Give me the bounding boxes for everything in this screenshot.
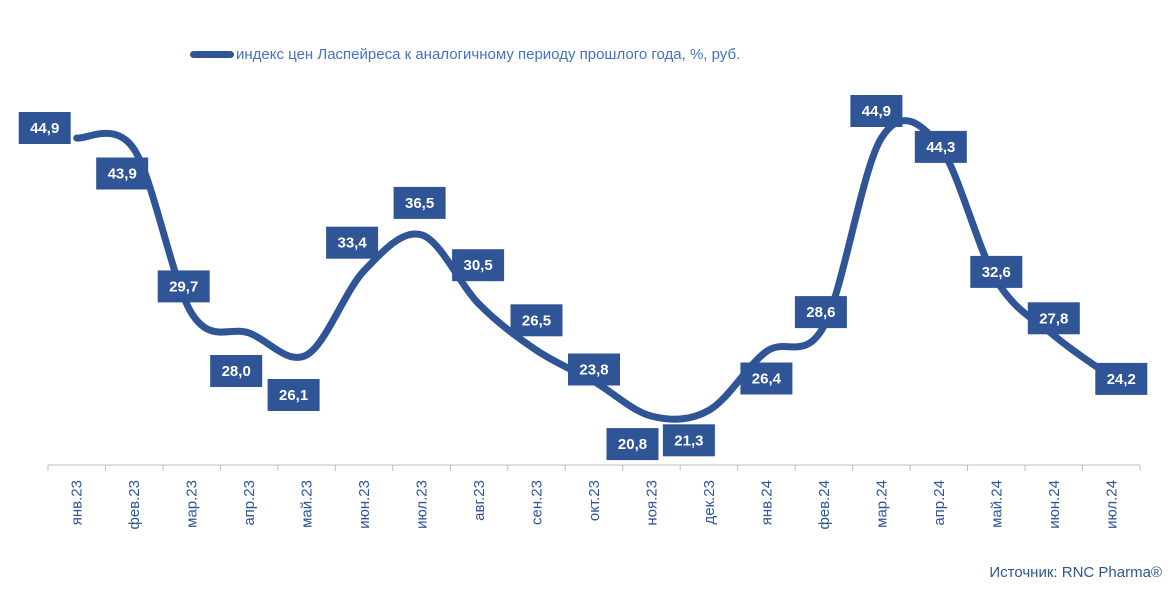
x-tick-label: апр.24 <box>931 480 948 526</box>
legend-label: индекс цен Ласпейреса к аналогичному пер… <box>236 45 741 63</box>
data-label: 33,4 <box>337 235 367 252</box>
data-label: 24,2 <box>1107 371 1136 388</box>
legend-line-swatch <box>190 50 234 58</box>
x-tick-label: май.23 <box>299 480 316 528</box>
data-label-box <box>210 355 263 387</box>
data-label: 26,1 <box>279 387 308 404</box>
data-label: 44,9 <box>862 103 891 120</box>
data-label: 26,5 <box>522 312 551 329</box>
data-label: 23,8 <box>579 362 608 379</box>
data-label-box <box>606 428 659 461</box>
data-label: 29,7 <box>169 278 198 295</box>
x-tick-label: мар.23 <box>184 480 201 528</box>
x-tick-label: окт.23 <box>586 480 603 521</box>
data-label-box <box>850 95 903 127</box>
data-label-box <box>662 424 715 457</box>
x-tick-label: авг.23 <box>471 480 488 521</box>
x-tick-label: янв.23 <box>69 480 86 525</box>
data-label: 32,6 <box>982 264 1011 281</box>
data-label: 36,5 <box>405 195 434 212</box>
data-label-box <box>1027 302 1080 335</box>
data-label-box <box>267 379 320 411</box>
data-label-box <box>452 249 505 282</box>
x-tick-label: июл.23 <box>414 480 431 529</box>
data-label: 44,3 <box>926 139 955 156</box>
data-label-box <box>740 362 793 395</box>
data-label-box <box>794 296 847 329</box>
x-tick-label: янв.24 <box>758 480 775 525</box>
data-label: 20,8 <box>618 436 647 453</box>
data-label: 27,8 <box>1039 310 1068 327</box>
x-tick-label: апр.23 <box>241 480 258 526</box>
x-axis-ticks <box>47 465 1141 471</box>
x-tick-label: фев.24 <box>816 480 833 530</box>
legend: индекс цен Ласпейреса к аналогичному пер… <box>190 44 740 64</box>
data-label-box <box>157 270 210 303</box>
data-label-box <box>970 255 1023 288</box>
x-tick-label: июн.23 <box>356 480 373 529</box>
source-note: Источник: RNC Pharma® <box>989 564 1162 581</box>
x-tick-label: мар.24 <box>873 480 890 528</box>
data-label: 28,6 <box>806 304 835 321</box>
x-tick-label: сен.23 <box>529 480 546 525</box>
data-labels: 44,9 43,9 29,7 28,0 26,1 33,4 36,5 30,5 26,5 23,8… <box>18 95 1148 461</box>
data-label: 30,5 <box>463 257 492 274</box>
data-label: 28,0 <box>222 363 251 380</box>
data-label-box <box>96 157 149 190</box>
data-label: 44,9 <box>30 120 59 137</box>
x-tick-labels: янв.23 фев.23 мар.23 апр.23 май.23 июн.23 июл.… <box>69 480 1121 530</box>
data-label: 21,3 <box>674 432 703 449</box>
data-label-box <box>510 304 563 337</box>
x-tick-label: ноя.23 <box>644 480 661 526</box>
data-label: 43,9 <box>108 166 137 183</box>
data-label-box <box>568 353 620 386</box>
x-tick-label: июл.24 <box>1103 480 1120 529</box>
x-tick-label: дек.23 <box>701 480 718 525</box>
data-label-box <box>914 130 967 163</box>
x-tick-label: июн.24 <box>1046 480 1063 529</box>
data-label-box <box>393 186 446 219</box>
x-tick-label: фев.23 <box>126 480 143 530</box>
data-label: 26,4 <box>752 371 782 388</box>
data-label-box <box>18 112 71 144</box>
x-tick-label: май.24 <box>988 480 1005 528</box>
data-label-box <box>326 226 379 259</box>
data-label-box <box>1095 362 1148 395</box>
